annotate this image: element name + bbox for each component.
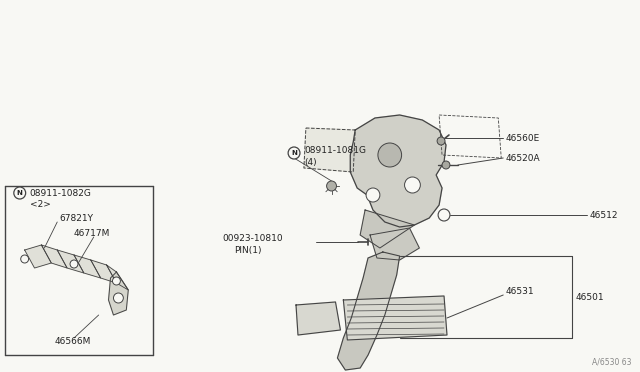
Text: 46717M: 46717M xyxy=(74,228,110,237)
Circle shape xyxy=(438,209,450,221)
Text: 46566M: 46566M xyxy=(54,337,91,346)
Polygon shape xyxy=(109,272,128,315)
Circle shape xyxy=(437,137,445,145)
Polygon shape xyxy=(296,302,340,335)
Text: A/6530 63: A/6530 63 xyxy=(592,357,632,366)
Polygon shape xyxy=(360,210,415,248)
Circle shape xyxy=(113,277,120,285)
Text: 00923-10810: 00923-10810 xyxy=(222,234,283,243)
Circle shape xyxy=(326,181,337,191)
Polygon shape xyxy=(304,128,355,172)
Polygon shape xyxy=(57,250,84,273)
Text: 46501: 46501 xyxy=(575,292,604,301)
Text: 08911-1081G: 08911-1081G xyxy=(304,145,366,154)
Polygon shape xyxy=(42,245,67,268)
Text: PIN(1): PIN(1) xyxy=(234,246,261,254)
Circle shape xyxy=(378,143,401,167)
Polygon shape xyxy=(107,265,128,290)
Text: 08911-1082G: 08911-1082G xyxy=(29,189,92,198)
Text: 46531: 46531 xyxy=(505,288,534,296)
Text: <2>: <2> xyxy=(29,199,51,208)
Text: N: N xyxy=(17,190,22,196)
Polygon shape xyxy=(74,255,100,278)
Circle shape xyxy=(14,187,26,199)
Text: (4): (4) xyxy=(304,157,317,167)
Polygon shape xyxy=(337,252,399,370)
Text: N: N xyxy=(291,150,297,156)
Circle shape xyxy=(404,177,420,193)
Text: 46560E: 46560E xyxy=(505,134,540,142)
Circle shape xyxy=(70,260,78,268)
Circle shape xyxy=(366,188,380,202)
Text: 46520A: 46520A xyxy=(505,154,540,163)
Polygon shape xyxy=(370,228,419,260)
Polygon shape xyxy=(91,260,116,283)
Circle shape xyxy=(113,293,124,303)
Circle shape xyxy=(442,161,450,169)
Circle shape xyxy=(288,147,300,159)
Circle shape xyxy=(20,255,29,263)
Polygon shape xyxy=(350,115,446,227)
Text: 67821Y: 67821Y xyxy=(60,214,93,222)
Polygon shape xyxy=(344,296,447,340)
Polygon shape xyxy=(25,245,51,268)
Text: 46512: 46512 xyxy=(589,211,618,219)
